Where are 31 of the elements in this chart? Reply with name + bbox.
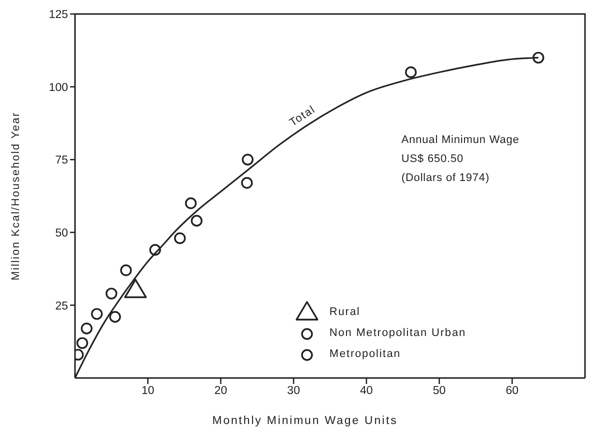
x-tick-label: 40	[360, 385, 373, 398]
x-axis-title: Monthly Minimun Wage Units	[212, 415, 398, 427]
point	[242, 154, 254, 166]
y-tick-label: 125	[48, 9, 68, 22]
y-axis-title: Million Kcal/Household Year	[10, 112, 22, 280]
x-tick-label: 20	[214, 385, 228, 398]
legend-label: Rural	[329, 306, 360, 318]
point	[190, 214, 203, 227]
legend-label: Metropolitan	[329, 348, 401, 360]
legend-label: Non Metropolitan Urban	[329, 326, 466, 338]
y-tick-label: 100	[48, 82, 68, 94]
point	[120, 264, 132, 276]
point	[106, 288, 118, 300]
annotation: Annual Minimun Wage US$ 650.50 (Dollars of 1974)	[401, 134, 520, 184]
point	[91, 308, 103, 320]
point	[405, 66, 417, 78]
point	[174, 232, 186, 244]
point	[109, 311, 121, 323]
point	[80, 322, 93, 334]
point	[149, 244, 161, 256]
x-tick-label: 10	[141, 385, 154, 398]
y-tick-label: 25	[55, 300, 68, 312]
y-tick-label: 50	[55, 227, 68, 240]
point	[184, 197, 197, 210]
x-tick-label: 30	[287, 385, 300, 398]
point	[241, 177, 253, 189]
x-tick-label: 50	[432, 385, 446, 398]
point	[532, 52, 544, 64]
point	[76, 337, 88, 349]
x-tick-label: 60	[506, 385, 519, 398]
y-tick-label: 75	[55, 154, 68, 167]
